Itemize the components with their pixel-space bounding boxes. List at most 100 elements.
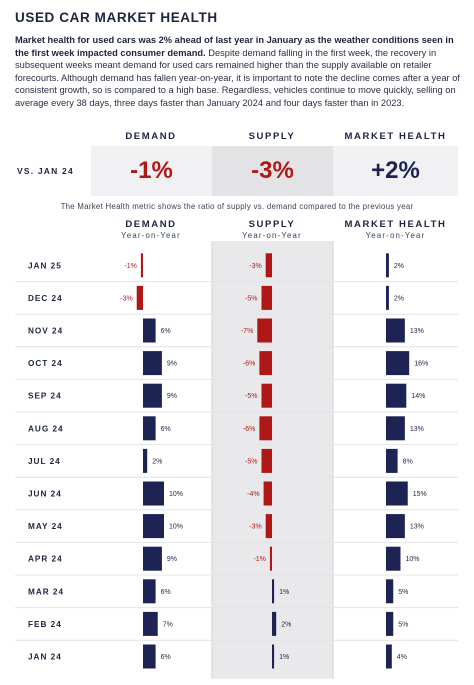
month-label: MAR 24 — [28, 587, 64, 596]
demand-bar — [143, 644, 156, 669]
demand-column-header: DEMAND Year-on-Year — [91, 219, 211, 240]
demand-bar — [136, 285, 143, 310]
month-label: AUG 24 — [28, 424, 64, 433]
demand-value-label: 6% — [161, 328, 171, 335]
demand-value-label: 10% — [169, 524, 183, 531]
demand-bar — [143, 546, 162, 571]
market-health-value-label: 4% — [397, 654, 407, 661]
demand-value-label: -1% — [124, 263, 136, 270]
demand-value-label: 10% — [169, 491, 183, 498]
demand-value-label: 6% — [161, 426, 171, 433]
market-health-bar — [386, 579, 394, 604]
market-health-bar — [386, 448, 398, 473]
intro-bold-text: Market health for used cars was 2% ahead… — [15, 35, 454, 58]
market-health-bar — [386, 318, 405, 343]
supply-value-label: -6% — [243, 361, 255, 368]
supply-bar — [263, 481, 272, 506]
supply-bar — [257, 318, 272, 343]
month-label: SEP 24 — [28, 392, 62, 401]
demand-value-label: -3% — [120, 295, 132, 302]
month-label: DEC 24 — [28, 294, 63, 303]
intro-body-text: Despite demand falling in the first week… — [15, 47, 460, 108]
demand-column-title: DEMAND — [125, 219, 177, 230]
demand-column-subtitle: Year-on-Year — [121, 231, 181, 240]
demand-bar — [143, 514, 164, 539]
summary-demand-value: -1% — [91, 146, 212, 196]
demand-bar — [143, 416, 156, 441]
market-health-bar — [386, 383, 407, 408]
month-label: JUL 24 — [28, 457, 61, 466]
supply-bar — [259, 351, 272, 376]
demand-bar — [143, 481, 164, 506]
market-health-bar — [386, 514, 405, 539]
market-health-value-label: 13% — [410, 426, 424, 433]
supply-bar — [261, 383, 272, 408]
market-health-bar — [386, 644, 392, 669]
demand-bar — [143, 351, 162, 376]
month-label: JAN 25 — [28, 261, 62, 270]
supply-bar — [261, 448, 272, 473]
supply-value-label: -7% — [241, 328, 253, 335]
demand-value-label: 2% — [152, 458, 162, 465]
market-health-value-label: 14% — [411, 393, 425, 400]
market-health-value-label: 2% — [394, 263, 404, 270]
supply-bar — [261, 285, 272, 310]
market-health-bar — [386, 416, 405, 441]
supply-bar — [272, 611, 277, 636]
month-label: MAY 24 — [28, 522, 63, 531]
market-health-column-subtitle: Year-on-Year — [365, 231, 426, 240]
market-health-column-title: MARKET HEALTH — [344, 219, 447, 230]
market-health-value-label: 2% — [394, 295, 404, 302]
market-health-bar — [386, 285, 389, 310]
demand-bar — [143, 579, 156, 604]
demand-value-label: 9% — [167, 361, 177, 368]
market-health-value-label: 16% — [414, 361, 428, 368]
market-health-bar — [386, 546, 401, 571]
supply-value-label: -5% — [245, 458, 257, 465]
methodology-note: The Market Health metric shows the ratio… — [60, 202, 414, 211]
demand-value-label: 6% — [161, 654, 171, 661]
market-health-value-label: 5% — [398, 589, 408, 596]
supply-value-label: -6% — [243, 426, 255, 433]
supply-bar — [269, 546, 272, 571]
market-health-bar — [386, 481, 408, 506]
market-health-value-label: 10% — [406, 556, 420, 563]
summary-market-health-value: +2% — [333, 146, 458, 196]
market-health-value-label: 8% — [403, 458, 413, 465]
demand-bar — [140, 253, 143, 278]
supply-value-label: -3% — [249, 524, 261, 531]
supply-value-label: -4% — [247, 491, 259, 498]
summary-header-demand: DEMAND — [125, 131, 177, 142]
market-health-bar — [386, 351, 410, 376]
summary-supply-value: -3% — [212, 146, 333, 196]
supply-value-label: -5% — [245, 393, 257, 400]
demand-value-label: 9% — [167, 556, 177, 563]
supply-bar — [265, 514, 272, 539]
market-health-value-label: 13% — [410, 328, 424, 335]
supply-bar — [272, 579, 275, 604]
summary-header-supply: SUPPLY — [248, 131, 296, 142]
month-label: NOV 24 — [28, 327, 63, 336]
market-health-value-label: 13% — [410, 524, 424, 531]
summary-header-market-health: MARKET HEALTH — [344, 131, 447, 142]
supply-column-title: SUPPLY — [248, 219, 296, 230]
market-health-column-header: MARKET HEALTH Year-on-Year — [333, 219, 458, 240]
supply-value-label: 1% — [279, 589, 289, 596]
supply-bar — [265, 253, 272, 278]
month-label: JUN 24 — [28, 490, 62, 499]
month-label: JAN 24 — [28, 653, 62, 662]
demand-value-label: 6% — [161, 589, 171, 596]
supply-bar — [272, 644, 275, 669]
month-label: APR 24 — [28, 555, 63, 564]
intro-paragraph: Market health for used cars was 2% ahead… — [15, 34, 461, 110]
page-title: USED CAR MARKET HEALTH — [15, 10, 218, 25]
supply-value-label: -1% — [253, 556, 265, 563]
supply-value-label: -3% — [249, 263, 261, 270]
month-label: OCT 24 — [28, 359, 63, 368]
demand-bar — [143, 611, 158, 636]
summary-row-label: VS. JAN 24 — [17, 166, 74, 176]
supply-column-subtitle: Year-on-Year — [242, 231, 302, 240]
supply-bar — [259, 416, 272, 441]
supply-column-header: SUPPLY Year-on-Year — [212, 219, 332, 240]
